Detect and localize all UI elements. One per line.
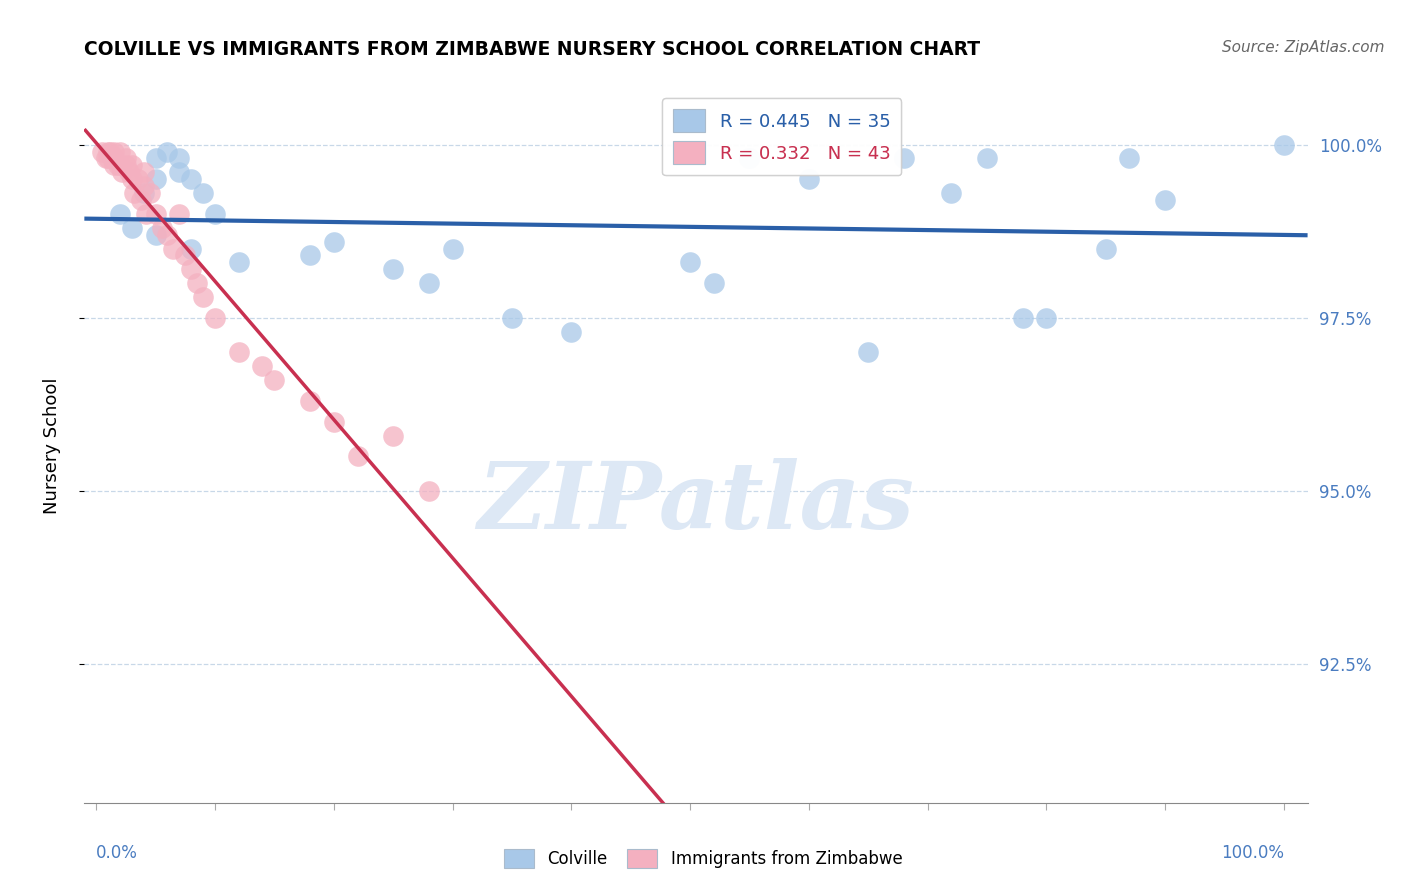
Point [145,152,167,166]
Point [121,172,143,186]
Point [204,310,226,325]
Point [560,325,582,339]
Point [738,152,761,166]
Point [132,179,155,194]
Point [418,483,440,498]
Point [103,145,125,159]
Point [138,186,160,201]
Point [180,242,202,256]
Point [162,242,184,256]
Point [263,373,285,387]
Point [204,207,226,221]
Point [121,158,143,172]
Point [115,158,138,172]
Point [346,450,368,464]
Point [180,172,202,186]
Point [115,152,138,166]
Point [501,310,523,325]
Point [145,227,167,242]
Text: 0.0%: 0.0% [96,845,138,863]
Point [132,186,155,201]
Point [418,276,440,290]
Text: 100.0%: 100.0% [1220,845,1284,863]
Point [169,207,191,221]
Point [441,242,464,256]
Point [1035,310,1057,325]
Point [191,186,214,201]
Point [145,172,167,186]
Point [976,152,998,166]
Point [797,172,820,186]
Point [94,152,117,166]
Point [298,248,321,262]
Point [703,276,725,290]
Point [228,255,250,269]
Point [150,220,173,235]
Point [941,186,963,201]
Point [174,248,197,262]
Point [103,158,125,172]
Point [893,152,915,166]
Point [108,158,131,172]
Point [382,428,405,442]
Point [107,158,129,172]
Text: ZIPatlas: ZIPatlas [478,458,914,548]
Point [1272,137,1295,152]
Point [121,220,143,235]
Point [1011,310,1033,325]
Point [118,165,141,179]
Point [97,152,120,166]
Point [1118,152,1140,166]
Point [103,152,125,166]
Point [322,235,344,249]
Point [169,152,191,166]
Point [145,207,167,221]
Point [122,186,145,201]
Point [100,145,122,159]
Point [132,165,155,179]
Point [97,145,120,159]
Point [135,207,157,221]
Point [180,262,202,277]
Point [156,145,179,159]
Point [127,172,149,186]
Point [1154,193,1177,207]
Point [679,255,702,269]
Point [169,165,191,179]
Point [228,345,250,359]
Point [252,359,274,374]
Point [131,193,153,207]
Point [91,145,114,159]
Point [191,290,214,304]
Point [100,152,122,166]
Point [322,415,344,429]
Text: COLVILLE VS IMMIGRANTS FROM ZIMBABWE NURSERY SCHOOL CORRELATION CHART: COLVILLE VS IMMIGRANTS FROM ZIMBABWE NUR… [84,40,980,59]
Text: Source: ZipAtlas.com: Source: ZipAtlas.com [1222,40,1385,55]
Point [156,227,179,242]
Point [382,262,405,277]
Point [186,276,208,290]
Point [1094,242,1116,256]
Y-axis label: Nursery School: Nursery School [42,377,60,515]
Point [108,207,131,221]
Legend: R = 0.445   N = 35, R = 0.332   N = 43: R = 0.445 N = 35, R = 0.332 N = 43 [662,98,901,176]
Point [111,165,134,179]
Point [856,345,879,359]
Legend: Colville, Immigrants from Zimbabwe: Colville, Immigrants from Zimbabwe [496,842,910,875]
Point [108,145,131,159]
Point [298,394,321,409]
